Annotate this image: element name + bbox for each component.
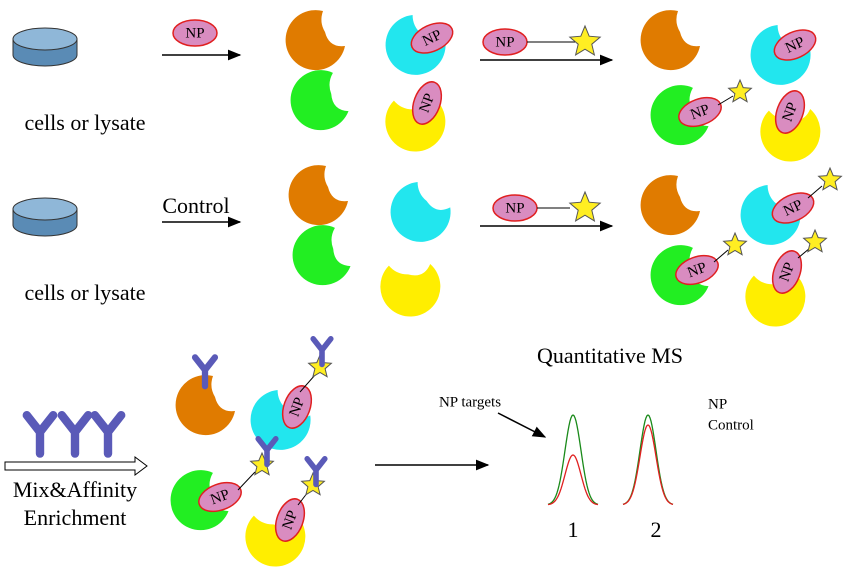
np-probe: NP xyxy=(281,385,313,429)
label: Control xyxy=(162,193,229,218)
antibody xyxy=(22,411,58,458)
np-probe: NP xyxy=(675,254,719,286)
arrow xyxy=(497,412,547,438)
np-probe: NP xyxy=(411,81,443,125)
np-probe: NP xyxy=(678,96,722,128)
hollow-arrow xyxy=(4,456,148,476)
label: cells or lysate xyxy=(25,110,146,135)
antibody xyxy=(304,456,328,488)
protein xyxy=(287,220,357,290)
np-label: NP xyxy=(495,34,514,50)
np-ellipse xyxy=(773,29,817,61)
star-tag xyxy=(802,228,828,253)
np-probe: NP xyxy=(771,250,803,294)
ms-peak xyxy=(547,414,599,505)
np-probe: NP xyxy=(198,481,242,513)
np-label: NP xyxy=(781,197,805,220)
star-tag xyxy=(722,231,748,256)
protein xyxy=(382,173,459,251)
antibody xyxy=(191,354,219,390)
protein xyxy=(285,10,345,71)
np-label: NP xyxy=(420,27,444,50)
label: Control xyxy=(708,417,754,433)
protein xyxy=(369,246,452,328)
star-tag xyxy=(568,24,602,56)
np-label: NP xyxy=(505,200,524,216)
dish-top xyxy=(12,27,78,51)
np-ellipse xyxy=(274,498,306,542)
label: Mix&Affinity xyxy=(13,477,137,502)
protein xyxy=(285,65,355,135)
antibody xyxy=(90,411,126,458)
np-probe: NP xyxy=(172,19,218,47)
np-label: NP xyxy=(685,260,709,282)
np-probe: NP xyxy=(773,29,817,61)
np-label: NP xyxy=(280,508,302,532)
np-label: NP xyxy=(287,395,309,419)
np-ellipse xyxy=(675,254,719,286)
np-label: NP xyxy=(780,100,802,124)
label: 2 xyxy=(651,517,662,542)
np-ellipse xyxy=(411,81,443,125)
np-label: NP xyxy=(185,25,204,41)
label: Enrichment xyxy=(24,505,127,530)
linker xyxy=(237,471,256,491)
label: NP xyxy=(708,396,727,412)
linker xyxy=(807,185,823,199)
label: NP targets xyxy=(439,394,501,410)
np-ellipse xyxy=(172,19,218,47)
np-probe: NP xyxy=(482,28,528,56)
np-ellipse xyxy=(198,481,242,513)
protein xyxy=(288,165,348,226)
np-probe: NP xyxy=(274,498,306,542)
np-probe: NP xyxy=(492,194,538,222)
linker xyxy=(713,249,729,263)
star-tag xyxy=(568,190,602,222)
np-ellipse xyxy=(771,250,803,294)
protein xyxy=(640,175,700,236)
ms-peak xyxy=(622,414,674,505)
star-tag xyxy=(727,78,753,103)
np-probe: NP xyxy=(410,22,454,54)
star-tag xyxy=(817,166,843,191)
np-probe: NP xyxy=(771,192,815,224)
np-label: NP xyxy=(783,34,807,57)
label: Quantitative MS xyxy=(537,343,683,368)
ms-peak xyxy=(547,454,599,506)
antibody xyxy=(310,336,334,368)
np-ellipse xyxy=(771,192,815,224)
protein xyxy=(640,10,700,71)
np-ellipse xyxy=(678,96,722,128)
linker xyxy=(299,374,316,393)
star-tag xyxy=(249,451,275,476)
star-tag xyxy=(300,471,326,496)
np-probe: NP xyxy=(774,90,806,134)
protein xyxy=(374,81,457,163)
np-ellipse xyxy=(410,22,454,54)
ms-peak xyxy=(622,424,674,506)
np-label: NP xyxy=(417,91,439,115)
np-label: NP xyxy=(208,487,232,509)
antibody xyxy=(255,436,279,468)
antibody xyxy=(57,411,93,458)
np-ellipse xyxy=(774,90,806,134)
np-label: NP xyxy=(688,102,712,124)
np-label: NP xyxy=(777,260,799,284)
dish-top xyxy=(12,197,78,221)
label: cells or lysate xyxy=(25,280,146,305)
label: 1 xyxy=(568,517,579,542)
linker xyxy=(717,95,734,106)
